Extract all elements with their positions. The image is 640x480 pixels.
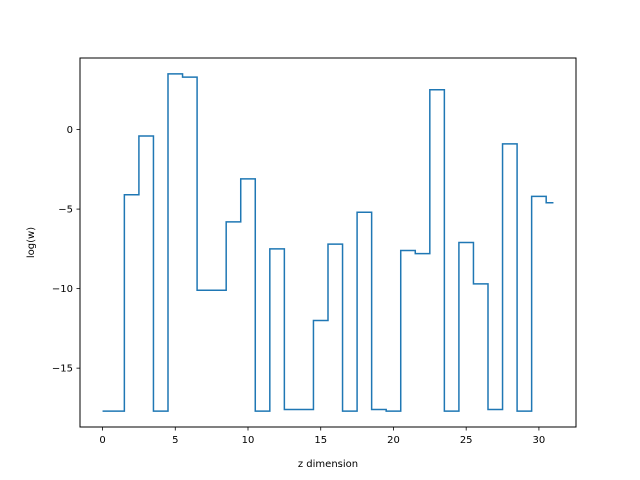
y-axis-label: log(w) [26,227,37,258]
y-tick-label: 0 [67,125,73,136]
y-axis-ticks: −15 −10 −5 0 [52,125,80,375]
y-tick-label: −15 [52,364,73,375]
axes-frame [79,57,577,428]
plot-area [102,73,554,412]
x-tick-label: 20 [387,435,400,446]
x-axis-ticks: 0 5 10 15 20 25 30 [99,427,545,446]
x-tick-label: 0 [99,435,105,446]
y-tick-label: −5 [58,205,73,216]
series-line-0 [102,73,554,412]
y-tick-label: −10 [52,284,73,295]
x-axis-label: z dimension [298,459,358,470]
x-tick-label: 15 [314,435,327,446]
x-tick-label: 30 [533,435,546,446]
x-tick-label: 10 [242,435,255,446]
x-tick-label: 5 [172,435,178,446]
x-tick-label: 25 [460,435,473,446]
